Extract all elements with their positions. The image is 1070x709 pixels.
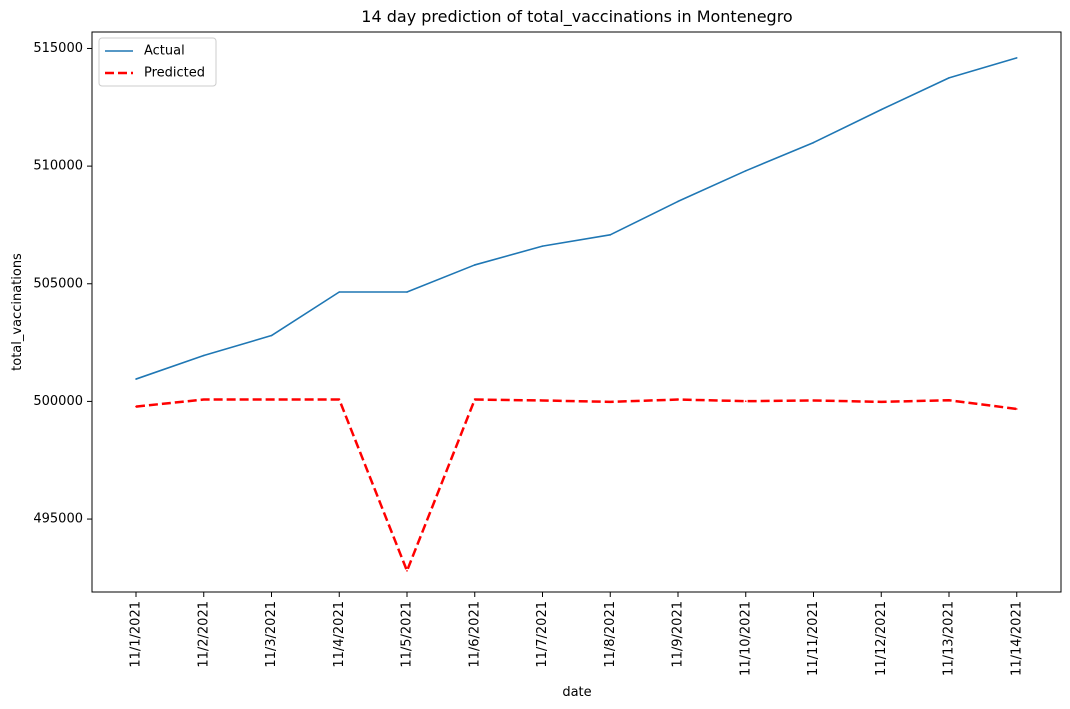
- data-point-predicted: [609, 401, 612, 403]
- series-line-predicted: [135, 398, 1017, 573]
- data-point-predicted: [473, 398, 476, 401]
- data-point-actual: [948, 77, 950, 79]
- x-tick-label: 11/13/2021: [942, 601, 957, 676]
- x-tick-label: 11/1/2021: [129, 601, 144, 668]
- data-point-predicted: [202, 398, 205, 401]
- plot-area: [135, 57, 1018, 573]
- data-point-actual: [270, 334, 273, 337]
- y-axis-title: total_vaccinations: [10, 253, 25, 371]
- data-point-actual: [609, 234, 612, 236]
- data-point-predicted: [338, 398, 341, 401]
- data-point-predicted: [948, 399, 950, 402]
- plot-frame: [91, 31, 1062, 593]
- x-tick-label: 11/4/2021: [332, 601, 347, 668]
- x-tick-label: 11/7/2021: [535, 601, 550, 668]
- x-tick-label: 11/2/2021: [196, 601, 211, 668]
- data-point-predicted: [677, 398, 679, 401]
- x-tick-label: 11/3/2021: [264, 601, 279, 668]
- data-point-actual: [677, 200, 679, 203]
- data-point-predicted: [880, 401, 883, 403]
- legend-label-actual: Actual: [144, 44, 185, 59]
- data-point-actual: [338, 291, 341, 293]
- series-line-actual: [135, 57, 1017, 380]
- data-point-actual: [135, 378, 137, 380]
- legend-label-predicted: Predicted: [144, 66, 205, 81]
- y-tick-label: 495000: [33, 512, 83, 527]
- data-point-predicted: [135, 405, 137, 408]
- x-tick-label: 11/12/2021: [874, 601, 889, 676]
- data-point-actual: [1015, 57, 1018, 59]
- legend: Actual Predicted: [98, 37, 217, 87]
- y-tick-label: 510000: [33, 159, 83, 174]
- y-tick-label: 515000: [33, 41, 83, 56]
- x-tick-label: 11/8/2021: [603, 601, 618, 668]
- x-tick-label: 11/14/2021: [1009, 601, 1024, 676]
- y-tick-label: 500000: [33, 394, 83, 409]
- chart-title: 14 day prediction of total_vaccinations …: [361, 7, 792, 27]
- data-point-actual: [744, 170, 747, 172]
- y-tick-label: 505000: [33, 276, 83, 291]
- data-point-actual: [202, 354, 205, 357]
- x-tick-label: 11/9/2021: [671, 601, 686, 668]
- data-point-actual: [812, 141, 815, 144]
- data-point-predicted: [744, 400, 747, 402]
- y-axis: 495000 500000 505000 510000 515000: [33, 41, 92, 527]
- x-tick-label: 11/11/2021: [806, 601, 821, 676]
- data-point-predicted: [270, 398, 273, 401]
- data-point-actual: [473, 264, 476, 266]
- x-tick-label: 11/5/2021: [400, 601, 415, 668]
- data-point-actual: [541, 245, 544, 247]
- x-tick-label: 11/10/2021: [738, 601, 753, 676]
- x-axis: 11/1/2021 11/2/2021 11/3/2021 11/4/2021 11/5…: [129, 592, 1024, 676]
- data-point-predicted: [812, 399, 815, 402]
- data-point-actual: [406, 291, 408, 293]
- data-point-predicted: [406, 570, 408, 572]
- data-point-predicted: [1015, 408, 1018, 410]
- data-point-actual: [880, 108, 883, 111]
- legend-box: [98, 37, 217, 87]
- data-point-predicted: [541, 399, 544, 402]
- x-tick-label: 11/6/2021: [467, 601, 482, 668]
- x-axis-title: date: [562, 685, 591, 700]
